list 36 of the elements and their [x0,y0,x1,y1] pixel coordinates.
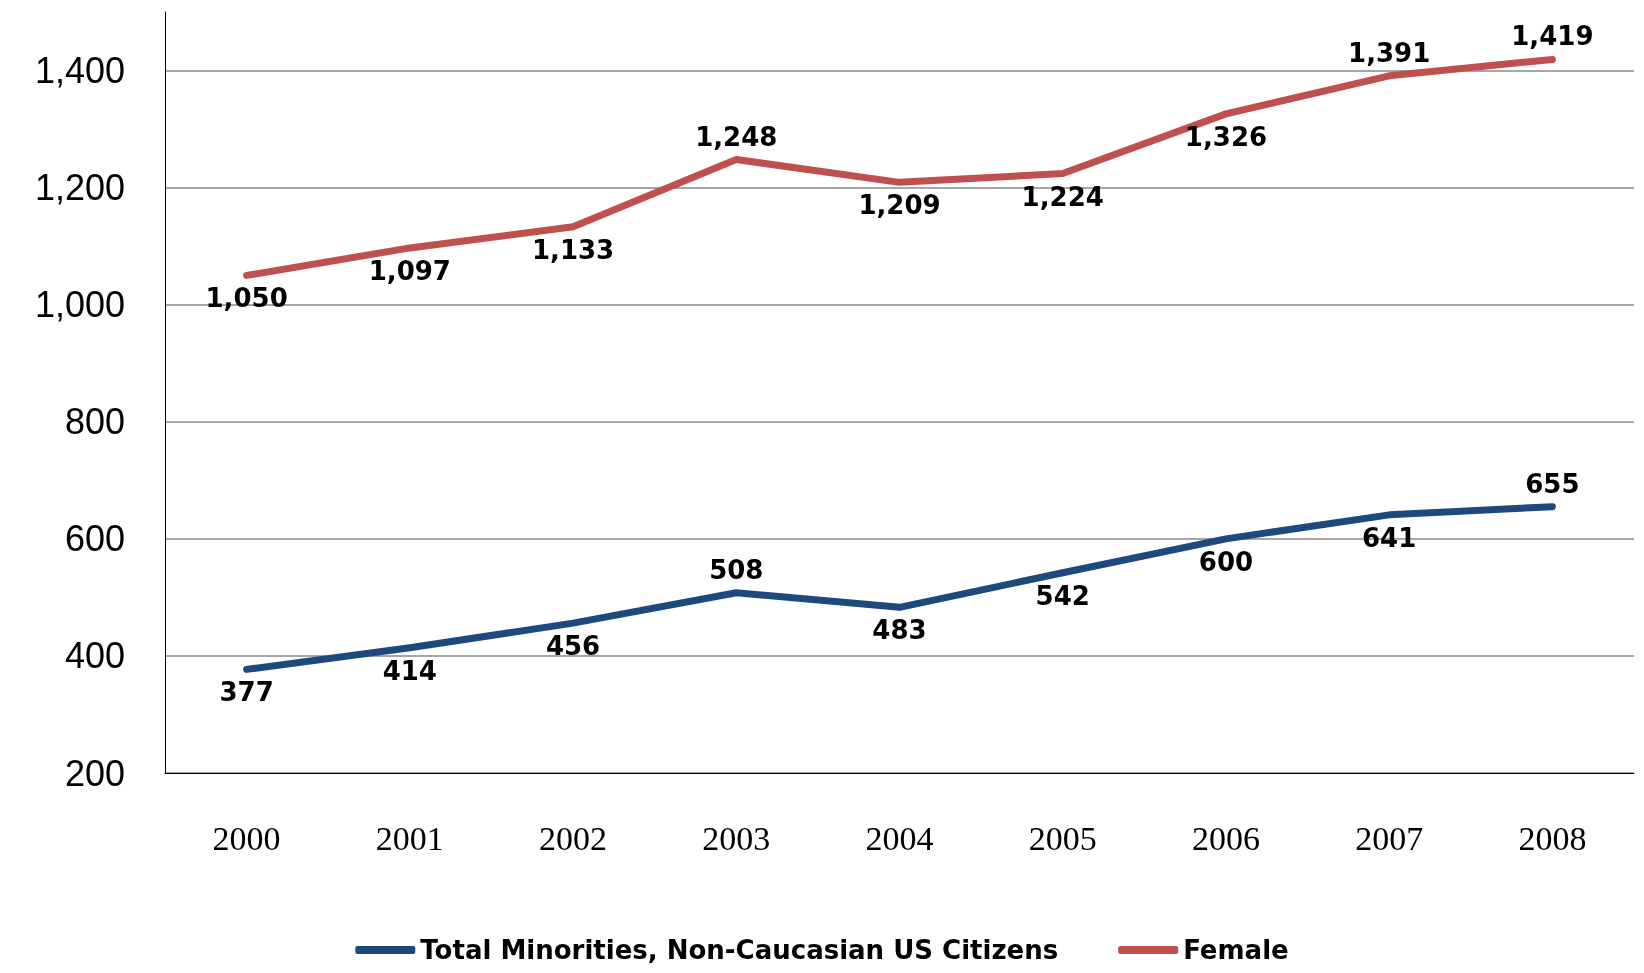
y-tick-label: 800 [64,401,125,443]
x-tick-label: 2003 [702,819,771,857]
data-label: 1,248 [695,121,778,152]
data-label: 1,050 [205,283,288,314]
legend-label: Total Minorities, Non-Caucasian US Citizens [420,935,1059,965]
data-label: 1,391 [1348,37,1431,68]
x-tick-label: 2008 [1518,819,1587,857]
data-label: 1,097 [368,255,451,286]
data-label: 1,224 [1021,181,1104,212]
data-label: 508 [709,554,764,585]
x-tick-label: 2000 [212,819,281,857]
data-label: 1,419 [1511,21,1594,52]
x-tick-label: 2007 [1355,819,1424,857]
y-tick-label: 200 [64,752,125,794]
x-tick-label: 2006 [1191,819,1260,857]
data-label: 600 [1198,546,1254,577]
data-label: 641 [1362,522,1417,553]
y-tick-label: 1,200 [34,167,125,209]
y-tick-label: 1,400 [34,50,125,92]
data-label: 377 [219,677,274,708]
x-tick-label: 2002 [539,819,608,857]
x-tick-label: 2005 [1028,819,1097,857]
data-label: 456 [545,631,601,662]
x-tick-label: 2004 [865,819,934,857]
data-label: 655 [1525,468,1580,499]
data-label: 542 [1035,580,1090,611]
y-tick-label: 600 [64,518,125,560]
data-label: 1,209 [858,190,941,221]
data-label: 483 [872,615,927,646]
data-label: 1,326 [1184,121,1268,152]
data-label: 414 [382,655,437,686]
y-tick-label: 400 [64,635,125,677]
x-tick-label: 2001 [375,819,444,857]
data-label: 1,133 [531,234,615,265]
y-tick-label: 1,000 [34,284,125,326]
legend-label: Female [1183,935,1289,965]
